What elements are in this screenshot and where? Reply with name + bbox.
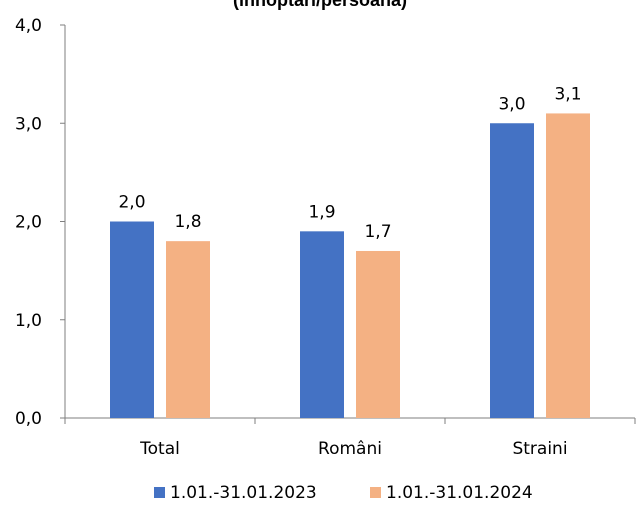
bar-2-total — [166, 241, 210, 418]
bar-1-straini — [490, 123, 534, 418]
y-tick-label: 0,0 — [15, 409, 42, 429]
data-label: 2,0 — [118, 193, 145, 213]
bar-2-români — [356, 250, 400, 418]
y-tick-label: 1,0 — [15, 311, 42, 331]
legend-swatch — [154, 487, 165, 498]
legend-label: 1.01.-31.01.2024 — [386, 483, 533, 503]
bar-1-total — [110, 221, 154, 418]
y-axis: 0,0 1,0 2,0 3,0 4,0 — [15, 16, 66, 429]
data-label: 1,9 — [308, 202, 335, 222]
data-label: 3,1 — [554, 84, 581, 104]
y-tick-label: 2,0 — [15, 213, 42, 233]
x-axis: Total Români Straini — [64, 417, 636, 459]
data-label: 3,0 — [498, 94, 525, 114]
legend-swatch — [370, 487, 381, 498]
bar-1-români — [300, 231, 344, 418]
category-label: Straini — [512, 439, 567, 459]
y-tick-label: 3,0 — [15, 114, 42, 134]
legend: 1.01.-31.01.2023 1.01.-31.01.2024 — [154, 483, 533, 503]
legend-label: 1.01.-31.01.2023 — [170, 483, 317, 503]
chart-title: (înnoptări/persoană) — [233, 0, 407, 10]
y-tick-label: 4,0 — [15, 16, 42, 36]
bars — [110, 113, 590, 419]
data-label: 1,8 — [174, 212, 201, 232]
category-label: Români — [318, 439, 382, 459]
data-label: 1,7 — [364, 222, 391, 242]
bar-2-straini — [546, 113, 590, 419]
category-label: Total — [139, 439, 180, 459]
data-labels: 2,0 1,9 3,0 1,8 1,7 3,1 — [118, 84, 581, 242]
